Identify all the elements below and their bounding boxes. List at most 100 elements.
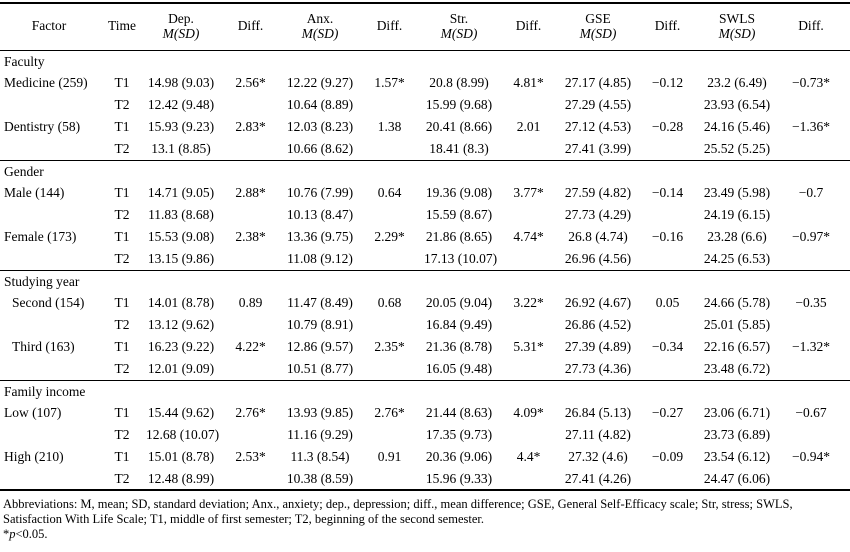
diff-cell: 2.83* xyxy=(235,119,266,135)
mean-sd-cell: 27.73 (4.29) xyxy=(564,207,632,223)
mean-sd-cell: 12.42 (9.48) xyxy=(147,97,215,113)
mean-sd-cell: 14.71 (9.05) xyxy=(147,185,215,201)
diff-cell: 4.81* xyxy=(513,75,544,91)
header-gse: GSE M(SD) xyxy=(563,3,633,51)
factor-cell xyxy=(0,94,98,116)
diff-cell: −0.97* xyxy=(792,229,830,245)
diff-cell xyxy=(494,314,563,336)
factor-cell: Low (107) xyxy=(4,405,62,421)
mean-sd-cell: 27.39 (4.89) xyxy=(564,339,632,355)
mean-sd-cell: 13.36 (9.75) xyxy=(286,229,354,245)
mean-sd-cell: 12.86 (9.57) xyxy=(286,339,354,355)
diff-cell: 0.68 xyxy=(377,295,402,311)
factor-cell xyxy=(0,424,98,446)
mean-sd-cell: 20.41 (8.66) xyxy=(425,119,493,135)
diff-cell: 5.31* xyxy=(513,339,544,355)
diff-cell: −1.32* xyxy=(792,339,830,355)
time-cell: T1 xyxy=(114,119,130,135)
diff-cell xyxy=(772,248,850,270)
time-cell: T1 xyxy=(114,185,130,201)
section-row: Gender xyxy=(0,159,850,182)
mean-sd-cell: 12.48 (8.99) xyxy=(147,470,215,486)
mean-sd-cell: 25.01 (5.85) xyxy=(703,317,771,333)
mean-sd-cell: 23.49 (5.98) xyxy=(703,185,771,201)
mean-sd-cell: 10.64 (8.89) xyxy=(286,97,354,113)
diff-cell xyxy=(772,204,850,226)
header-diff-dep: Diff. xyxy=(216,3,285,51)
time-cell: T1 xyxy=(114,75,130,91)
mean-sd-cell: 12.68 (10.07) xyxy=(146,427,220,443)
mean-sd-cell: 23.93 (6.54) xyxy=(703,97,771,113)
diff-cell xyxy=(772,468,850,490)
diff-cell xyxy=(633,424,702,446)
mean-sd-cell: 24.25 (6.53) xyxy=(703,251,771,266)
mean-sd-cell: 14.01 (8.78) xyxy=(147,295,215,311)
diff-cell xyxy=(216,358,285,380)
time-cell: T1 xyxy=(114,229,130,245)
header-time: Time xyxy=(98,3,146,51)
mean-sd-cell: 23.28 (6.6) xyxy=(707,229,767,245)
mean-sd-cell: 13.12 (9.62) xyxy=(147,317,215,333)
diff-cell: −0.27 xyxy=(651,405,684,421)
diff-cell xyxy=(633,248,702,270)
table-row: T2 11.83 (8.68) 10.13 (8.47) 15.59 (8.67) 27… xyxy=(0,204,850,226)
mean-sd-cell: 16.05 (9.48) xyxy=(425,361,493,376)
mean-sd-cell: 27.41 (4.26) xyxy=(564,470,632,486)
diff-cell xyxy=(633,358,702,380)
diff-cell: 2.76* xyxy=(235,405,266,421)
table-row: High (210) T1 15.01 (8.78) 2.53* 11.3 (8.54)… xyxy=(0,446,850,468)
mean-sd-cell: 27.32 (4.6) xyxy=(568,449,628,465)
mean-sd-cell: 15.99 (9.68) xyxy=(425,97,493,113)
mean-sd-cell: 17.35 (9.73) xyxy=(425,427,493,443)
section-heading: Faculty xyxy=(0,49,850,72)
header-swls: SWLS M(SD) xyxy=(702,3,772,51)
mean-sd-cell: 24.47 (6.06) xyxy=(703,470,771,486)
mean-sd-cell: 15.96 (9.33) xyxy=(425,470,493,486)
mean-sd-cell: 24.16 (5.46) xyxy=(703,119,771,135)
factor-cell xyxy=(0,468,98,490)
time-cell: T2 xyxy=(114,141,130,156)
diff-cell: 2.88* xyxy=(235,185,266,201)
header-diff-anx: Diff. xyxy=(355,3,424,51)
diff-cell: 1.57* xyxy=(374,75,405,91)
diff-cell xyxy=(772,138,850,160)
table-row: Female (173) T1 15.53 (9.08) 2.38* 13.36 (9.… xyxy=(0,226,850,248)
mean-sd-cell: 16.23 (9.22) xyxy=(147,339,215,355)
table-row: T2 13.15 (9.86) 11.08 (9.12) 17.13 (10.07) 2… xyxy=(0,248,850,270)
factor-cell xyxy=(0,314,98,336)
mean-sd-cell: 15.44 (9.62) xyxy=(147,405,215,421)
diff-cell: 1.38 xyxy=(377,119,402,135)
mean-sd-cell: 14.98 (9.03) xyxy=(147,75,215,91)
section-row: Faculty xyxy=(0,49,850,72)
factor-cell xyxy=(0,358,98,380)
mean-sd-cell: 15.93 (9.23) xyxy=(147,119,215,135)
table-row: Third (163) T1 16.23 (9.22) 4.22* 12.86 (9.5… xyxy=(0,336,850,358)
factor-cell: Male (144) xyxy=(4,185,65,201)
diff-cell: 4.4* xyxy=(516,449,541,465)
time-cell: T2 xyxy=(114,470,130,486)
table-row: Dentistry (58) T1 15.93 (9.23) 2.83* 12.03 (… xyxy=(0,116,850,138)
section-heading: Gender xyxy=(0,159,850,182)
mean-sd-cell: 24.19 (6.15) xyxy=(703,207,771,223)
header-diff-gse: Diff. xyxy=(633,3,702,51)
mean-sd-cell: 26.86 (4.52) xyxy=(564,317,632,333)
time-cell: T2 xyxy=(114,317,130,333)
mean-sd-cell: 10.51 (8.77) xyxy=(286,361,354,376)
table-row: T2 12.01 (9.09) 10.51 (8.77) 16.05 (9.48) 27… xyxy=(0,358,850,380)
factor-cell xyxy=(0,138,98,160)
factor-cell xyxy=(0,204,98,226)
mean-sd-cell: 20.05 (9.04) xyxy=(425,295,493,311)
section-row: Family income xyxy=(0,379,850,402)
diff-cell: 0.64 xyxy=(377,185,402,201)
mean-sd-cell: 15.01 (8.78) xyxy=(147,449,215,465)
mean-sd-cell: 17.13 (10.07) xyxy=(424,251,498,266)
section-row: Studying year xyxy=(0,269,850,292)
diff-cell xyxy=(494,138,563,160)
mean-sd-cell: 27.12 (4.53) xyxy=(564,119,632,135)
mean-sd-cell: 10.66 (8.62) xyxy=(286,141,354,156)
mean-sd-cell: 26.96 (4.56) xyxy=(564,251,632,266)
header-anx: Anx. M(SD) xyxy=(285,3,355,51)
diff-cell: −0.28 xyxy=(651,119,684,135)
diff-cell xyxy=(633,204,702,226)
